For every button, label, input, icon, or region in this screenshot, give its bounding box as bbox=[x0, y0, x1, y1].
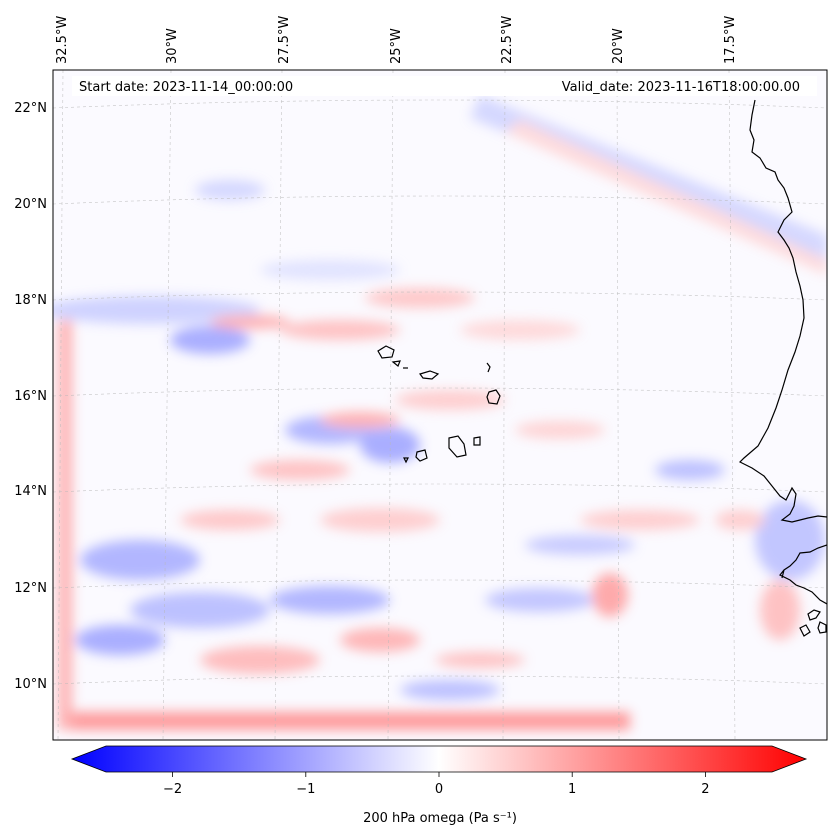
lat-label: 16°N bbox=[14, 389, 47, 404]
lon-label: 20°W bbox=[611, 28, 626, 64]
colorbar-tick-label: −2 bbox=[163, 782, 182, 797]
lon-label: 27.5°W bbox=[277, 16, 292, 64]
cape-verde-islands bbox=[377, 345, 501, 464]
valid-date-label: Valid_date: 2023-11-16T18:00:00.00 bbox=[562, 80, 800, 95]
colorbar-title: 200 hPa omega (Pa s⁻¹) bbox=[363, 811, 517, 826]
map-frame bbox=[52, 69, 828, 741]
omega-field bbox=[53, 95, 827, 730]
colorbar-tick-label: 0 bbox=[435, 782, 443, 797]
lon-label: 30°W bbox=[165, 28, 180, 64]
latitude-labels: 22°N 20°N 18°N 16°N 14°N 12°N 10°N bbox=[14, 101, 47, 692]
colorbar-ticks bbox=[172, 772, 706, 777]
colorbar-bar bbox=[70, 745, 808, 773]
lon-label: 17.5°W bbox=[723, 16, 738, 64]
lat-label: 18°N bbox=[14, 293, 47, 308]
colorbar: −2 −1 0 1 2 200 hPa omega (Pa s⁻¹) bbox=[70, 745, 808, 826]
lat-label: 20°N bbox=[14, 197, 47, 212]
lat-label: 14°N bbox=[14, 484, 47, 499]
colorbar-tick-label: 1 bbox=[568, 782, 576, 797]
lon-label: 32.5°W bbox=[55, 16, 70, 64]
longitude-labels: 32.5°W 30°W 27.5°W 25°W 22.5°W 20°W 17.5… bbox=[55, 16, 738, 64]
lon-label: 25°W bbox=[389, 28, 404, 64]
colorbar-tick-label: 2 bbox=[701, 782, 709, 797]
colorbar-tick-label: −1 bbox=[296, 782, 315, 797]
lat-label: 12°N bbox=[14, 581, 47, 596]
graticule bbox=[53, 70, 827, 740]
lat-label: 22°N bbox=[14, 101, 47, 116]
start-date-label: Start date: 2023-11-14_00:00:00 bbox=[79, 80, 293, 95]
lat-label: 10°N bbox=[14, 677, 47, 692]
lon-label: 22.5°W bbox=[500, 16, 515, 64]
africa-coastline bbox=[738, 99, 827, 637]
map-panel bbox=[53, 70, 827, 740]
